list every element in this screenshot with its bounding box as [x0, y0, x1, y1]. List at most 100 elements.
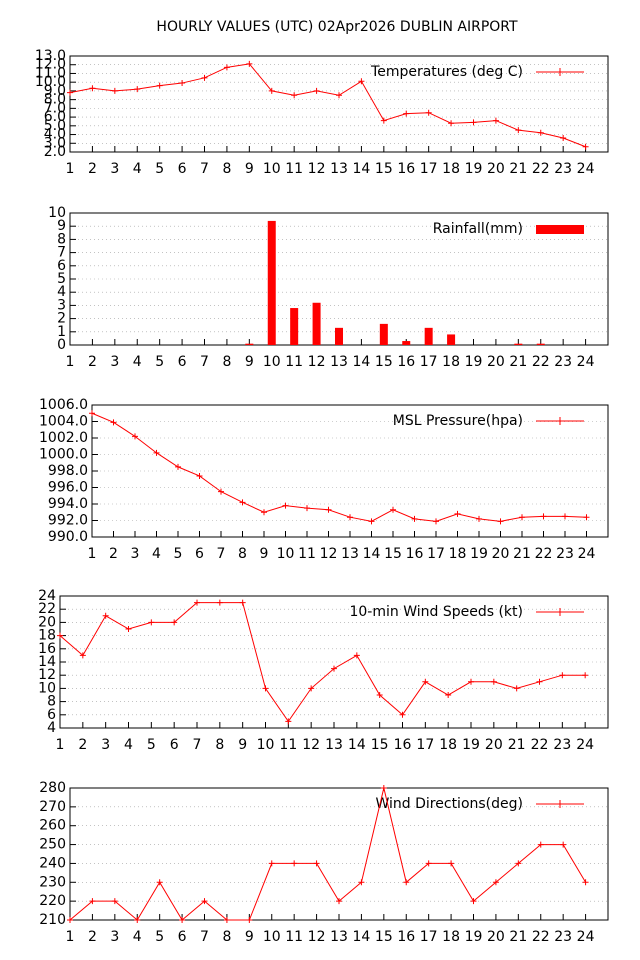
- y-tick-label: 270: [39, 799, 66, 815]
- y-tick-label: 992.0: [48, 513, 88, 529]
- page-title: HOURLY VALUES (UTC) 02Apr2026 DUBLIN AIR…: [156, 19, 518, 35]
- point-marker: [261, 509, 267, 516]
- point-marker: [411, 515, 418, 522]
- point-marker: [513, 685, 520, 692]
- x-tick-label: 22: [532, 354, 550, 370]
- point-marker: [194, 599, 200, 606]
- x-tick-label: 12: [320, 546, 338, 562]
- x-tick-label: 3: [101, 737, 110, 753]
- x-tick-label: 18: [442, 354, 460, 370]
- series-line: [91, 412, 587, 522]
- point-marker: [89, 898, 96, 905]
- x-tick-label: 9: [260, 546, 269, 562]
- x-tick-label: 6: [178, 161, 187, 177]
- point-marker: [239, 599, 246, 606]
- x-tick-label: 7: [217, 546, 226, 562]
- y-tick-label: 220: [39, 893, 66, 909]
- x-tick-label: 20: [487, 929, 505, 945]
- point-marker: [515, 127, 522, 134]
- point-marker: [67, 89, 73, 96]
- y-tick-label: 24: [38, 588, 56, 604]
- point-marker: [559, 672, 566, 679]
- point-marker: [223, 64, 230, 71]
- point-marker: [156, 879, 163, 886]
- y-tick-label: 996.0: [48, 480, 88, 496]
- x-tick-label: 4: [124, 737, 133, 753]
- point-marker: [336, 898, 342, 905]
- legend-label: Temperatures (deg C): [370, 64, 523, 80]
- point-marker: [331, 665, 337, 672]
- x-tick-label: 3: [131, 546, 140, 562]
- legend-label: MSL Pressure(hpa): [393, 413, 523, 429]
- bar: [447, 334, 456, 345]
- y-tick-label: 2.0: [44, 144, 66, 160]
- point-marker: [583, 514, 590, 521]
- y-tick-label: 16: [38, 641, 56, 657]
- x-tick-label: 6: [178, 929, 187, 945]
- point-marker: [448, 120, 455, 127]
- x-tick-label: 4: [133, 161, 142, 177]
- bar: [379, 323, 388, 345]
- x-tick-label: 21: [513, 546, 531, 562]
- y-tick-label: 10.0: [35, 74, 66, 90]
- x-tick-label: 10: [263, 929, 281, 945]
- series-line: [59, 602, 586, 723]
- x-tick-label: 18: [442, 161, 460, 177]
- bar: [245, 343, 254, 345]
- point-marker: [468, 678, 474, 685]
- point-marker: [433, 518, 439, 525]
- plot-frame: [69, 55, 609, 153]
- x-tick-label: 8: [238, 546, 247, 562]
- x-tick-label: 17: [420, 161, 438, 177]
- point-marker: [246, 60, 253, 67]
- y-tick-label: 250: [39, 837, 66, 853]
- bar: [424, 327, 433, 345]
- x-tick-label: 21: [509, 161, 527, 177]
- point-marker: [67, 917, 73, 923]
- x-tick-label: 9: [245, 354, 254, 370]
- x-tick-label: 11: [298, 546, 316, 562]
- y-tick-label: 1: [57, 324, 66, 340]
- point-marker: [358, 879, 365, 886]
- y-tick-label: 20: [38, 614, 56, 630]
- point-marker: [179, 917, 186, 923]
- point-marker: [125, 626, 132, 632]
- point-marker: [132, 433, 138, 440]
- point-marker: [582, 143, 589, 150]
- x-tick-label: 22: [532, 929, 550, 945]
- x-tick-label: 6: [170, 737, 179, 753]
- x-tick-label: 18: [442, 929, 460, 945]
- x-tick-label: 4: [152, 546, 161, 562]
- point-marker: [196, 472, 203, 479]
- x-tick-label: 16: [394, 737, 412, 753]
- bar: [335, 327, 343, 345]
- x-tick-label: 7: [200, 929, 209, 945]
- x-tick-label: 12: [308, 929, 326, 945]
- y-tick-label: 4: [57, 284, 66, 300]
- point-marker: [89, 85, 96, 92]
- x-tick-label: 11: [285, 161, 303, 177]
- point-marker: [476, 515, 482, 522]
- x-tick-label: 22: [535, 546, 553, 562]
- x-tick-label: 6: [178, 354, 187, 370]
- x-tick-label: 11: [285, 929, 303, 945]
- y-tick-label: 2: [57, 311, 66, 327]
- point-marker: [246, 917, 253, 923]
- x-tick-label: 17: [416, 737, 434, 753]
- y-tick-label: 22: [38, 601, 56, 617]
- point-marker: [347, 514, 353, 521]
- x-tick-label: 14: [353, 929, 371, 945]
- point-marker: [313, 860, 320, 867]
- point-marker: [497, 518, 504, 525]
- point-marker: [201, 74, 208, 81]
- point-marker: [304, 505, 310, 512]
- y-tick-label: 4.0: [44, 127, 66, 143]
- x-tick-label: 10: [263, 161, 281, 177]
- point-marker: [515, 860, 522, 867]
- x-tick-label: 23: [554, 354, 572, 370]
- x-tick-label: 20: [492, 546, 510, 562]
- legend-marker: [556, 417, 564, 425]
- x-tick-label: 3: [110, 929, 119, 945]
- point-marker: [537, 129, 544, 136]
- x-tick-label: 13: [330, 354, 348, 370]
